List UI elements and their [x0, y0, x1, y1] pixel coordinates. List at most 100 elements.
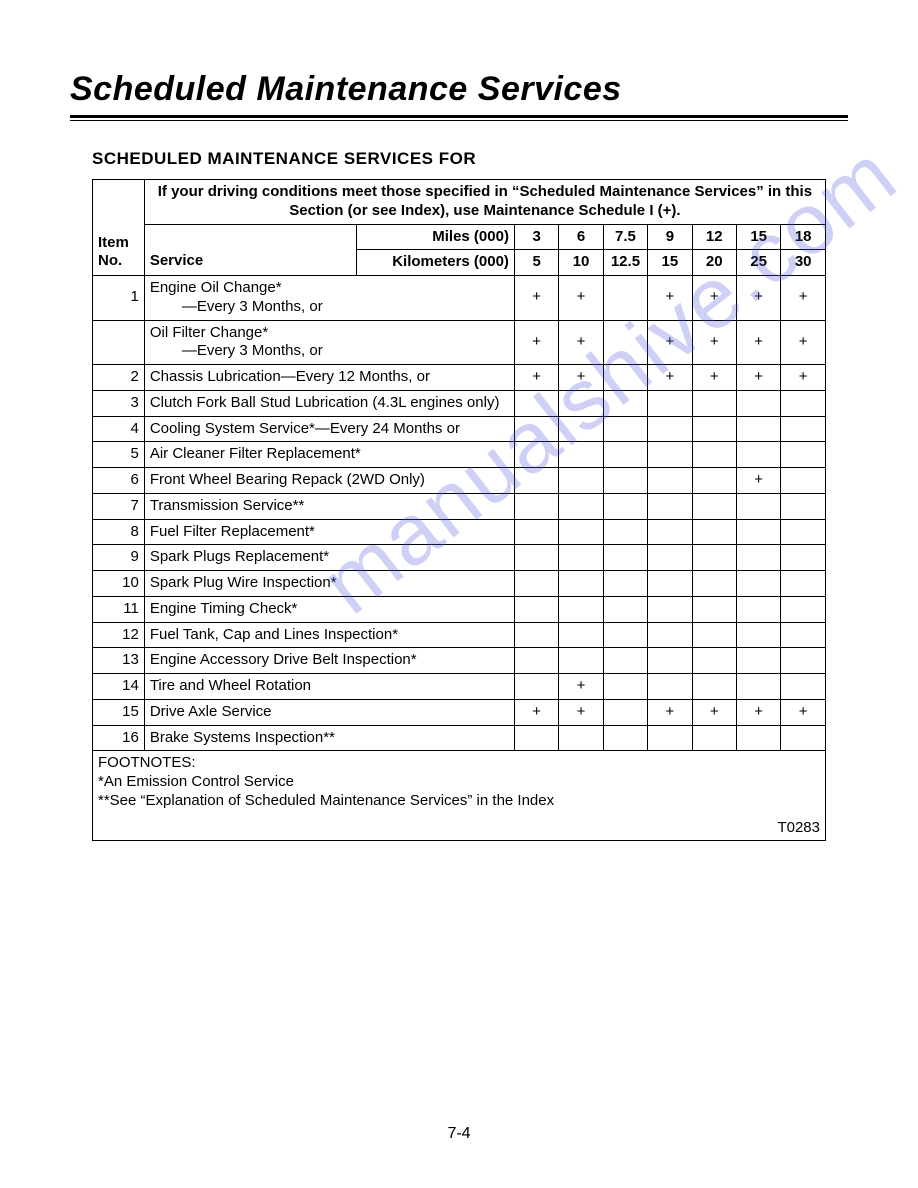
title-rule-thin	[70, 120, 848, 121]
interval-mark	[648, 674, 692, 700]
interval-mark	[781, 725, 826, 751]
interval-mark	[736, 519, 780, 545]
item-no: 11	[93, 596, 145, 622]
service-line: Engine Timing Check*	[150, 600, 298, 617]
interval-mark	[692, 442, 736, 468]
service-line: —Every 3 Months, or	[150, 342, 509, 361]
miles-col-6: 18	[781, 224, 826, 250]
interval-mark	[603, 622, 647, 648]
table-row: 12Fuel Tank, Cap and Lines Inspection*	[93, 622, 826, 648]
interval-mark	[514, 468, 558, 494]
item-no	[93, 320, 145, 365]
interval-mark: +	[781, 699, 826, 725]
interval-mark	[781, 545, 826, 571]
interval-mark	[603, 416, 647, 442]
interval-mark	[603, 365, 647, 391]
interval-mark	[514, 622, 558, 648]
service-cell: Air Cleaner Filter Replacement*	[144, 442, 514, 468]
table-row: 10Spark Plug Wire Inspection*	[93, 571, 826, 597]
interval-mark	[781, 493, 826, 519]
interval-mark	[736, 596, 780, 622]
interval-mark: +	[692, 365, 736, 391]
interval-mark	[559, 622, 603, 648]
item-no: 2	[93, 365, 145, 391]
interval-mark	[559, 596, 603, 622]
interval-mark	[559, 648, 603, 674]
interval-mark	[692, 416, 736, 442]
interval-mark	[648, 545, 692, 571]
miles-col-2: 7.5	[603, 224, 647, 250]
interval-mark: +	[736, 699, 780, 725]
km-col-2: 12.5	[603, 250, 647, 276]
service-line: Oil Filter Change*	[150, 324, 268, 341]
table-code: T0283	[98, 819, 820, 838]
table-row: 11 Engine Timing Check*	[93, 596, 826, 622]
item-header-2: No.	[98, 252, 122, 269]
interval-mark: +	[692, 276, 736, 321]
service-cell: Engine Oil Change*—Every 3 Months, or	[144, 276, 514, 321]
km-col-1: 10	[559, 250, 603, 276]
interval-mark	[781, 648, 826, 674]
miles-col-1: 6	[559, 224, 603, 250]
interval-mark	[736, 442, 780, 468]
interval-mark: +	[559, 699, 603, 725]
interval-mark	[514, 519, 558, 545]
interval-mark	[736, 725, 780, 751]
interval-mark	[648, 390, 692, 416]
interval-mark	[648, 725, 692, 751]
interval-mark	[736, 390, 780, 416]
interval-mark	[648, 493, 692, 519]
table-row: 1Engine Oil Change*—Every 3 Months, or++…	[93, 276, 826, 321]
item-no: 4	[93, 416, 145, 442]
interval-mark	[781, 674, 826, 700]
interval-mark: +	[736, 320, 780, 365]
interval-mark	[559, 493, 603, 519]
service-cell: Oil Filter Change*—Every 3 Months, or	[144, 320, 514, 365]
service-cell: Transmission Service**	[144, 493, 514, 519]
interval-mark	[781, 596, 826, 622]
table-row: Oil Filter Change*—Every 3 Months, or+++…	[93, 320, 826, 365]
interval-mark	[736, 416, 780, 442]
service-cell: Cooling System Service*—Every 24 Months …	[144, 416, 514, 442]
interval-mark	[559, 725, 603, 751]
interval-mark	[648, 571, 692, 597]
item-no: 1	[93, 276, 145, 321]
item-no: 10	[93, 571, 145, 597]
interval-mark	[692, 390, 736, 416]
interval-mark	[559, 571, 603, 597]
interval-mark	[603, 276, 647, 321]
service-cell: Engine Accessory Drive Belt Inspection*	[144, 648, 514, 674]
item-no: 3	[93, 390, 145, 416]
interval-mark	[603, 519, 647, 545]
table-row: 15Drive Axle Service++++++	[93, 699, 826, 725]
table-row: 6Front Wheel Bearing Repack (2WD Only)+	[93, 468, 826, 494]
service-cell: Chassis Lubrication—Every 12 Months, or	[144, 365, 514, 391]
interval-mark	[781, 442, 826, 468]
interval-mark: +	[559, 674, 603, 700]
interval-mark: +	[648, 365, 692, 391]
item-no: 12	[93, 622, 145, 648]
service-cell: Fuel Tank, Cap and Lines Inspection*	[144, 622, 514, 648]
service-line: —Every 3 Months, or	[150, 298, 509, 317]
service-line: Drive Axle Service	[150, 703, 272, 720]
service-line: Clutch Fork Ball Stud Lubrication (4.3L …	[150, 394, 500, 411]
km-header: Kilometers (000)	[357, 250, 515, 276]
interval-mark	[559, 442, 603, 468]
interval-mark: +	[648, 699, 692, 725]
page-title: Scheduled Maintenance Services	[70, 70, 848, 109]
interval-mark: +	[559, 365, 603, 391]
interval-mark	[559, 390, 603, 416]
service-line: Tire and Wheel Rotation	[150, 677, 311, 694]
service-line: Cooling System Service*—Every 24 Months …	[150, 420, 460, 437]
interval-mark: +	[559, 320, 603, 365]
table-row: 3 Clutch Fork Ball Stud Lubrication (4.3L…	[93, 390, 826, 416]
interval-mark	[692, 674, 736, 700]
interval-mark	[692, 545, 736, 571]
interval-mark	[514, 416, 558, 442]
footnote-line-1: *An Emission Control Service	[98, 773, 820, 792]
interval-mark	[603, 648, 647, 674]
km-col-6: 30	[781, 250, 826, 276]
interval-mark	[781, 468, 826, 494]
interval-mark	[559, 416, 603, 442]
interval-mark	[514, 725, 558, 751]
